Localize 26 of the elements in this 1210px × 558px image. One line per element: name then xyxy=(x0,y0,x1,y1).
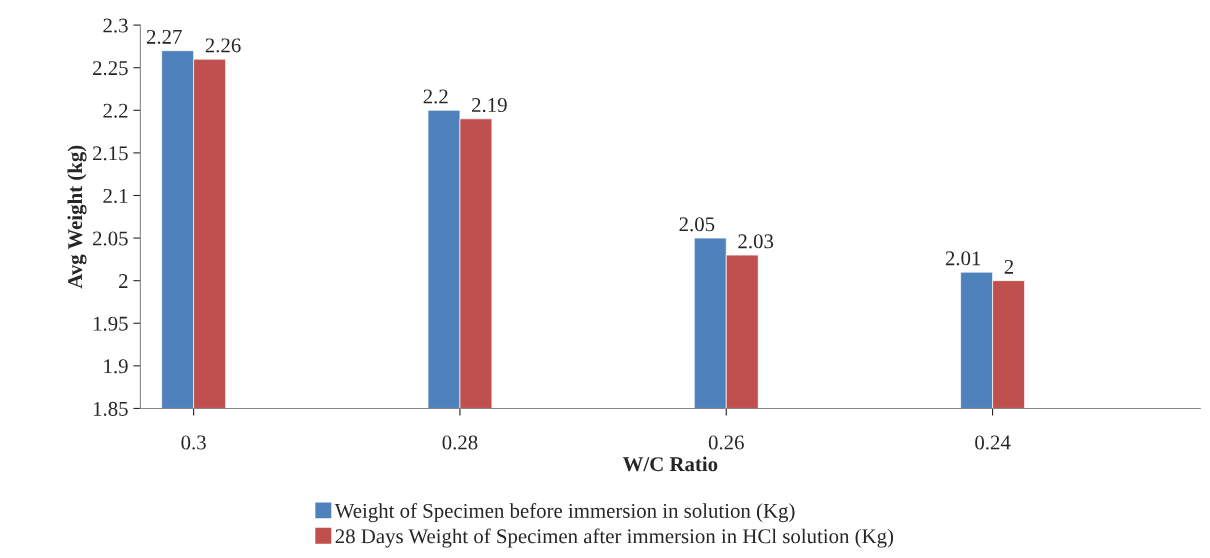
y-tick-label: 2 xyxy=(119,274,128,288)
data-label: 2.27 xyxy=(146,29,182,44)
x-tick-label: 0.24 xyxy=(975,435,1011,450)
data-label: 2 xyxy=(1004,259,1014,274)
y-tick-label: 2.25 xyxy=(93,61,128,76)
data-label: 2.05 xyxy=(679,217,715,232)
y-tick-label: 2.05 xyxy=(93,231,128,246)
x-tick-label: 0.28 xyxy=(442,435,478,450)
data-label: 2.2 xyxy=(423,89,448,104)
legend-label: Weight of Specimen before immersion in solution (Kg) xyxy=(334,503,795,523)
y-axis-title: Avg Weight (kg) xyxy=(67,145,87,289)
y-tick-label: 1.85 xyxy=(93,401,128,416)
x-tick-label: 0.26 xyxy=(708,435,744,450)
y-tick-label: 1.9 xyxy=(104,359,128,374)
y-tick-label: 2.3 xyxy=(103,18,128,33)
y-tick-label: 2.15 xyxy=(93,146,128,161)
y-tick-label: 2.1 xyxy=(103,188,128,204)
y-tick-label: 1.95 xyxy=(93,316,128,331)
legend-label: 28 Days Weight of Specimen after immersion in HCl solution (Kg) xyxy=(335,528,894,548)
data-label: 2.01 xyxy=(945,251,981,266)
data-label: 2.03 xyxy=(738,234,774,249)
y-tick-label: 2.2 xyxy=(103,103,128,118)
data-label: 2.26 xyxy=(205,38,241,53)
data-label: 2.19 xyxy=(472,98,507,113)
x-tick-label: 0.3 xyxy=(181,435,206,450)
x-axis-title: W/C Ratio xyxy=(622,456,718,472)
